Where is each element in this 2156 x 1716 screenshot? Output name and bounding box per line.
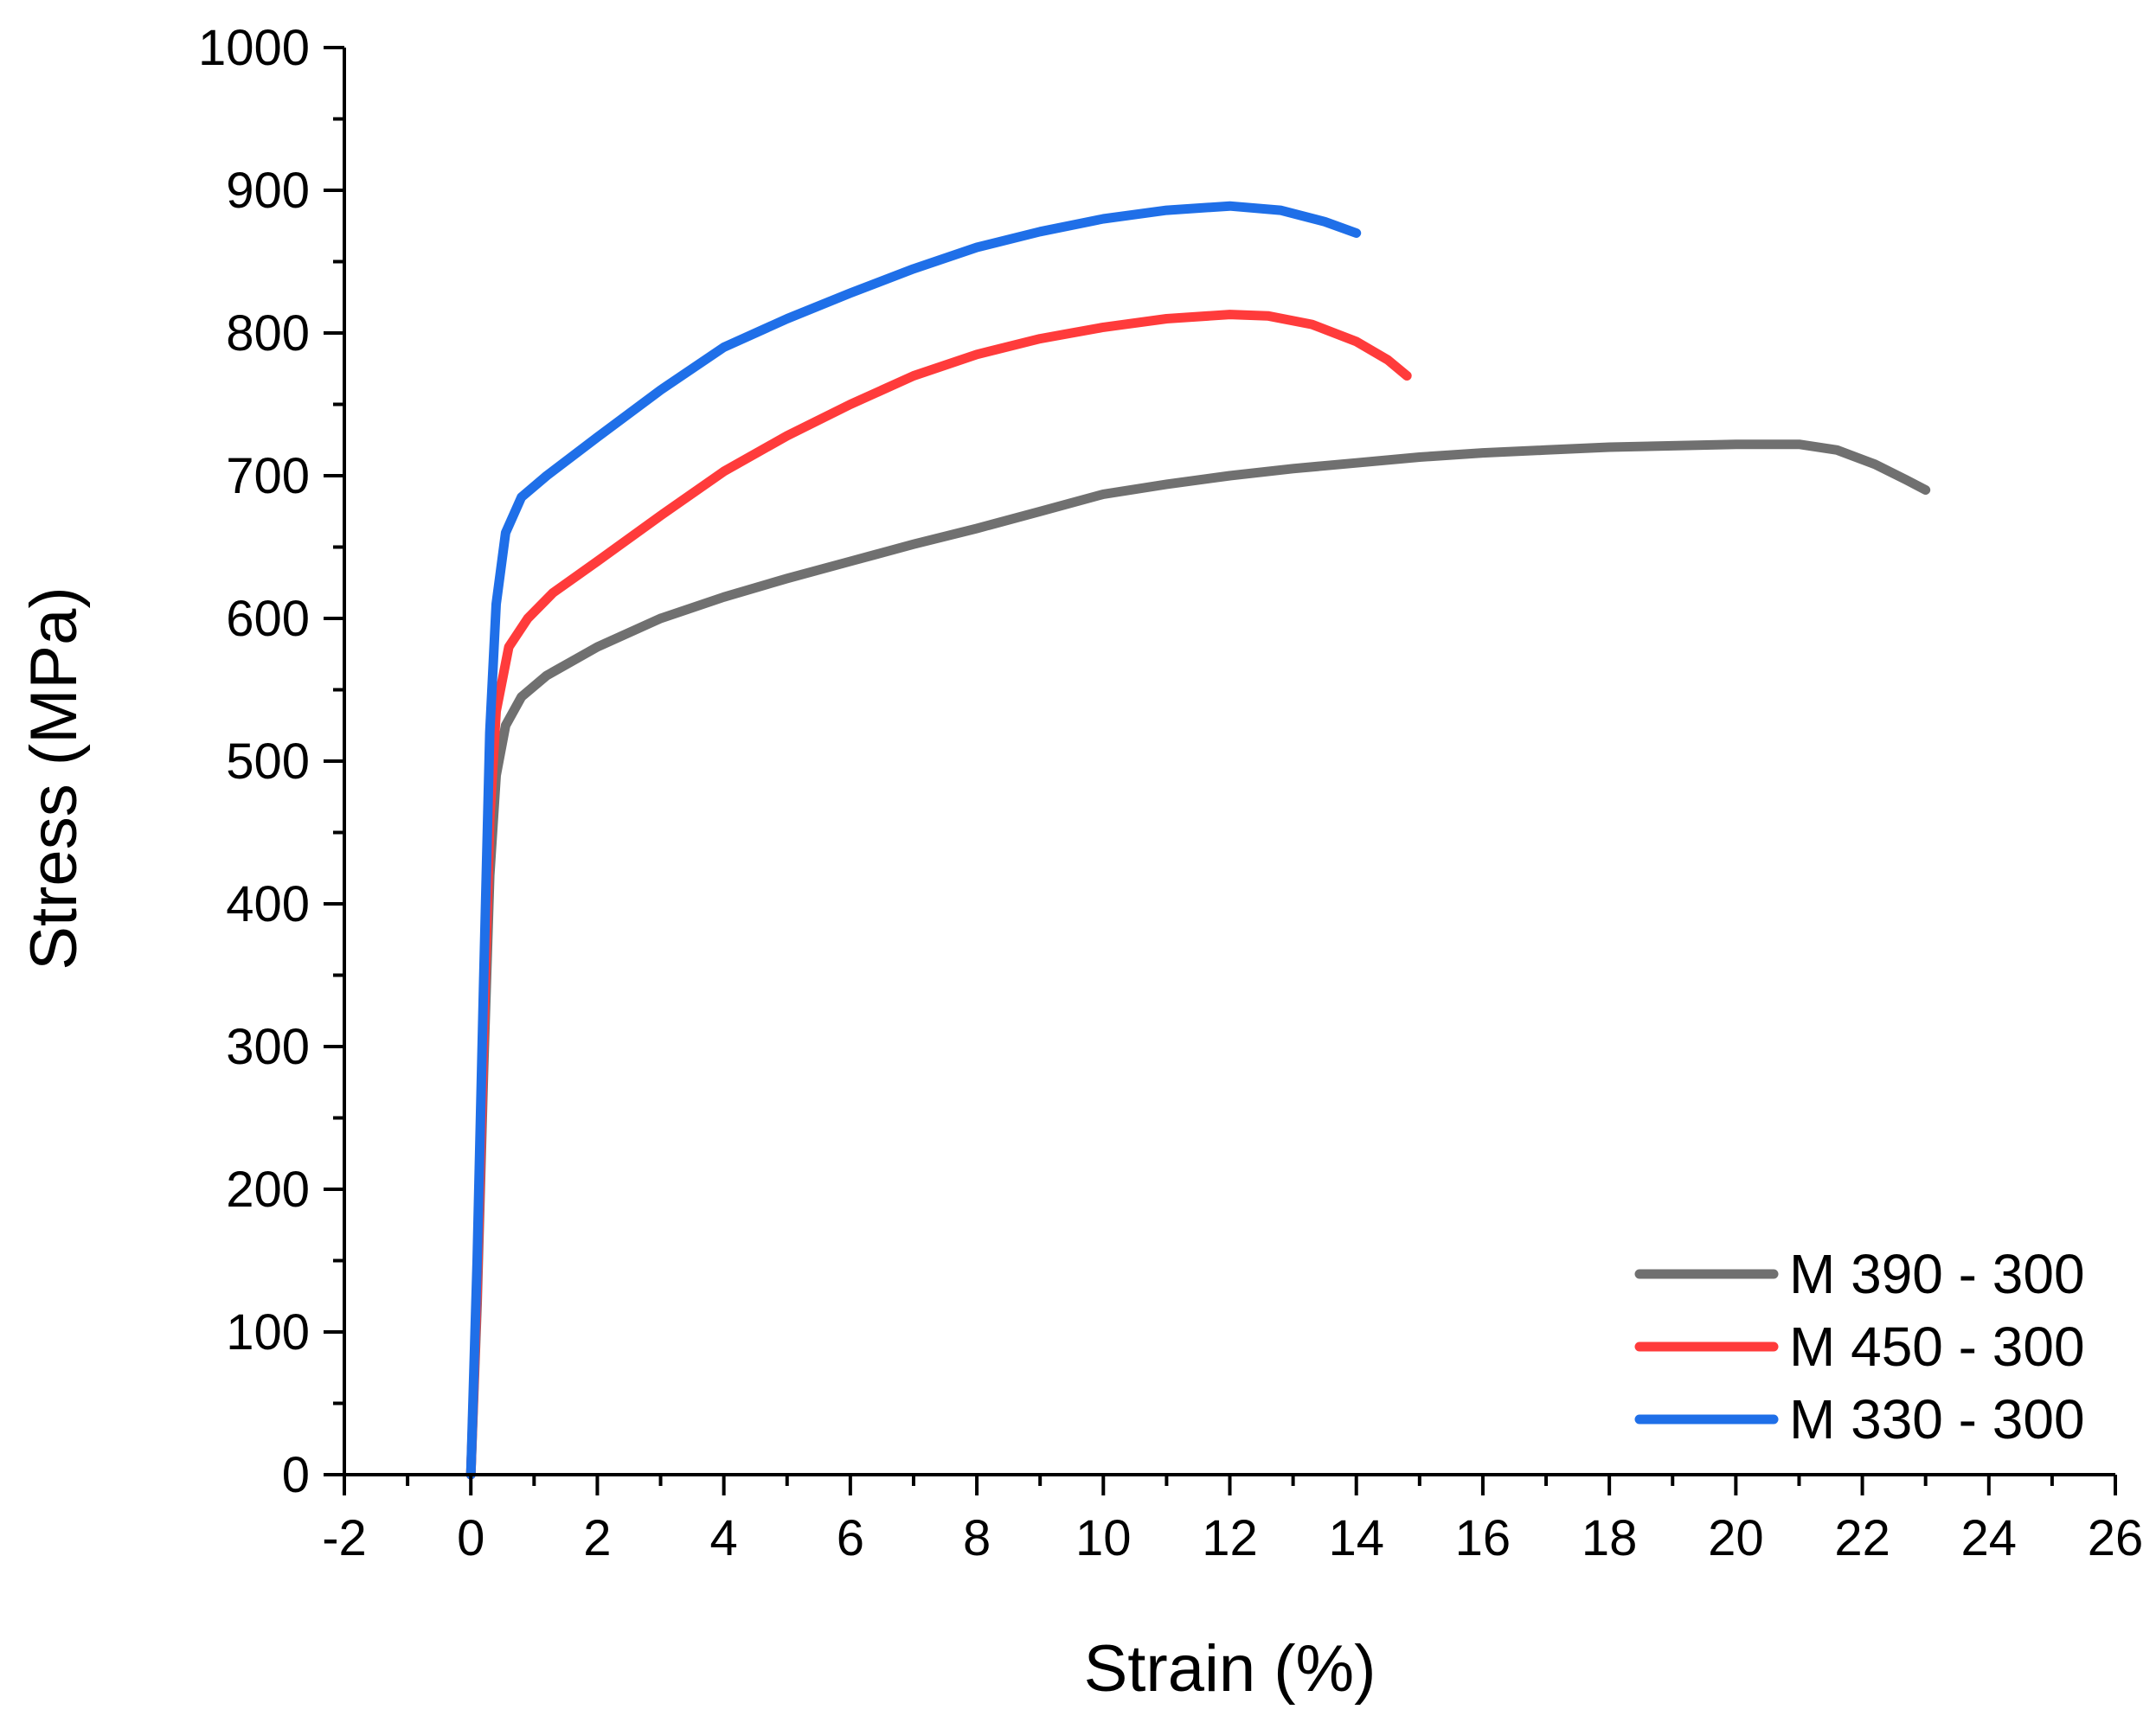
y-tick-label: 700 bbox=[226, 448, 310, 504]
legend-label: M 330 - 300 bbox=[1789, 1388, 2085, 1450]
x-tick-label: 12 bbox=[1202, 1510, 1258, 1566]
series-line-m-450-300 bbox=[465, 310, 1412, 1480]
y-tick-label: 1000 bbox=[198, 20, 310, 76]
y-tick-label: 100 bbox=[226, 1304, 310, 1361]
y-tick-label: 500 bbox=[226, 733, 310, 790]
x-tick-label: 20 bbox=[1708, 1510, 1764, 1566]
x-tick-label: 2 bbox=[583, 1510, 611, 1566]
x-tick-label: 18 bbox=[1582, 1510, 1638, 1566]
series-line-m-390-300 bbox=[465, 439, 1931, 1480]
x-tick-label: 26 bbox=[2088, 1510, 2144, 1566]
y-tick-label: 900 bbox=[226, 163, 310, 219]
series-line-m-330-300 bbox=[465, 201, 1362, 1480]
x-tick-label: 4 bbox=[710, 1510, 738, 1566]
x-tick-label: 16 bbox=[1455, 1510, 1511, 1566]
x-tick-label: 8 bbox=[963, 1510, 991, 1566]
y-tick-label: 0 bbox=[282, 1447, 310, 1503]
y-tick-label: 200 bbox=[226, 1162, 310, 1218]
y-tick-label: 800 bbox=[226, 305, 310, 362]
plot-area bbox=[465, 201, 1931, 1480]
x-tick-label: 14 bbox=[1328, 1510, 1384, 1566]
x-tick-label: 0 bbox=[457, 1510, 484, 1566]
legend-label: M 390 - 300 bbox=[1789, 1243, 2085, 1305]
x-axis-title: Strain (%) bbox=[1084, 1632, 1376, 1706]
y-tick-label: 600 bbox=[226, 591, 310, 647]
y-tick-label: 300 bbox=[226, 1019, 310, 1075]
x-tick-label: 24 bbox=[1961, 1510, 2018, 1566]
x-tick-label: 22 bbox=[1834, 1510, 1890, 1566]
x-tick-label: 6 bbox=[837, 1510, 864, 1566]
y-axis-title: Stress (MPa) bbox=[17, 586, 91, 970]
legend: M 390 - 300 M 450 - 300 M 330 - 300 bbox=[1634, 1243, 2085, 1450]
x-tick-label: -2 bbox=[322, 1510, 367, 1566]
y-tick-label: 400 bbox=[226, 876, 310, 932]
x-tick-label: 10 bbox=[1075, 1510, 1132, 1566]
axes: -2 0 2 4 6 8 10 12 14 16 18 20 22 24 26010020030040050… bbox=[198, 20, 2143, 1566]
legend-label: M 450 - 300 bbox=[1789, 1316, 2085, 1378]
